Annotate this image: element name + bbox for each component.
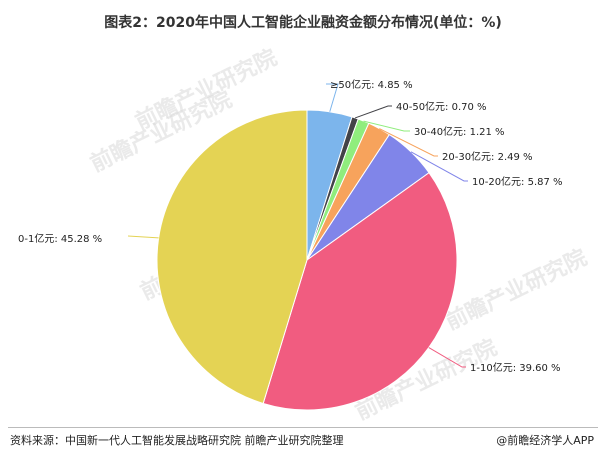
pie-slices [156, 109, 458, 411]
leader-line-7 [127, 235, 159, 239]
leader-line-2 [354, 105, 392, 119]
brand-credit: @前瞻经济学人APP [496, 434, 594, 447]
slice-label-3: 30-40亿元: 1.21 % [414, 125, 505, 138]
slice-label-7: 0-1亿元: 45.28 % [18, 232, 102, 245]
leader-line-5 [410, 151, 468, 182]
slice-label-1: ≥50亿元: 4.85 % [330, 78, 413, 91]
slice-label-5: 10-20亿元: 5.87 % [472, 175, 563, 188]
source-note: 资料来源：中国新一代人工智能发展战略研究院 前瞻产业研究院整理 [10, 434, 344, 447]
leader-line-3 [363, 120, 410, 132]
slice-labels: ≥50亿元: 4.85 % 40-50亿元: 0.70 % 30-40亿元: 1.2… [18, 78, 563, 374]
slice-label-4: 20-30亿元: 2.49 % [442, 150, 533, 163]
pie-slice-6[interactable] [262, 172, 458, 411]
leader-line-4 [379, 128, 438, 157]
footer: 资料来源：中国新一代人工智能发展战略研究院 前瞻产业研究院整理 @前瞻经济学人A… [0, 432, 606, 452]
leader-line-1 [326, 83, 339, 112]
slice-label-6: 1-10亿元: 39.60 % [470, 361, 561, 374]
chart-title: 图表2：2020年中国人工智能企业融资金额分布情况(单位：%) [104, 15, 502, 31]
leader-lines [127, 83, 468, 368]
leader-line-6 [428, 347, 466, 368]
watermark-text: 前瞻产业研究院 [441, 245, 591, 336]
footer-divider [8, 427, 598, 428]
slice-label-2: 40-50亿元: 0.70 % [396, 100, 487, 113]
